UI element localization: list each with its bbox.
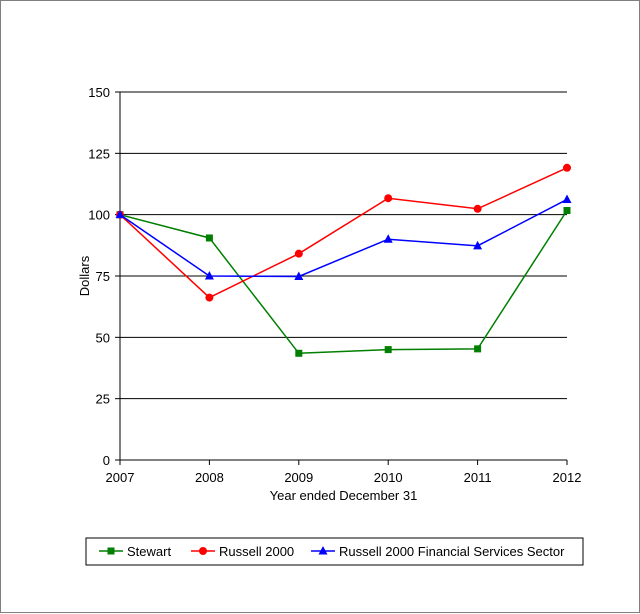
legend-label: Russell 2000 bbox=[219, 544, 294, 559]
data-point bbox=[473, 240, 483, 250]
y-axis-title: Dollars bbox=[77, 255, 92, 296]
data-point bbox=[384, 194, 393, 203]
y-tick-label: 100 bbox=[88, 208, 110, 223]
x-tick-label: 2007 bbox=[106, 470, 135, 485]
x-tick-label: 2008 bbox=[195, 470, 224, 485]
data-point bbox=[205, 293, 214, 302]
x-tick-labels: 2007 2008 2009 2010 2011 2012 bbox=[106, 460, 582, 485]
series-line bbox=[119, 167, 568, 299]
y-tick-labels: 0 25 50 75 100 125 150 bbox=[88, 85, 120, 468]
x-tick-label: 2012 bbox=[553, 470, 582, 485]
y-tick-label: 150 bbox=[88, 85, 110, 100]
legend-marker bbox=[199, 547, 207, 555]
series-line bbox=[119, 210, 568, 355]
legend-marker bbox=[318, 546, 328, 555]
series-2 bbox=[115, 194, 572, 280]
y-tick-label: 50 bbox=[96, 330, 110, 345]
data-point bbox=[474, 345, 482, 353]
series-0 bbox=[116, 206, 571, 357]
data-point bbox=[563, 163, 571, 172]
data-point bbox=[563, 206, 571, 214]
data-point bbox=[205, 234, 213, 242]
legend-label: Stewart bbox=[127, 544, 171, 559]
data-point bbox=[295, 349, 303, 357]
series-group bbox=[115, 163, 572, 357]
x-axis-title: Year ended December 31 bbox=[270, 488, 418, 503]
y-tick-label: 125 bbox=[88, 146, 110, 161]
data-point bbox=[383, 234, 393, 243]
series-line bbox=[119, 198, 568, 278]
data-point bbox=[204, 271, 214, 280]
legend-label: Russell 2000 Financial Services Sector bbox=[339, 544, 565, 559]
legend-item: Stewart bbox=[99, 544, 171, 559]
data-point bbox=[473, 204, 482, 213]
legend-item: Russell 2000 Financial Services Sector bbox=[311, 544, 565, 559]
data-point bbox=[115, 209, 125, 219]
gridlines bbox=[120, 91, 567, 400]
legend-marker bbox=[107, 547, 115, 555]
y-tick-label: 75 bbox=[96, 269, 110, 284]
axes bbox=[119, 92, 567, 461]
data-point bbox=[562, 194, 572, 203]
x-tick-label: 2011 bbox=[464, 470, 492, 485]
data-point bbox=[384, 346, 392, 354]
x-tick-label: 2009 bbox=[284, 470, 313, 485]
data-point bbox=[294, 249, 303, 258]
legend: Stewart Russell 2000 Russell 2000 Financia… bbox=[85, 537, 584, 566]
y-tick-label: 25 bbox=[96, 392, 110, 407]
legend-item: Russell 2000 bbox=[191, 544, 294, 559]
series-1 bbox=[116, 163, 571, 302]
x-tick-label: 2010 bbox=[374, 470, 403, 485]
data-point bbox=[294, 271, 304, 280]
y-tick-label: 0 bbox=[103, 453, 110, 468]
